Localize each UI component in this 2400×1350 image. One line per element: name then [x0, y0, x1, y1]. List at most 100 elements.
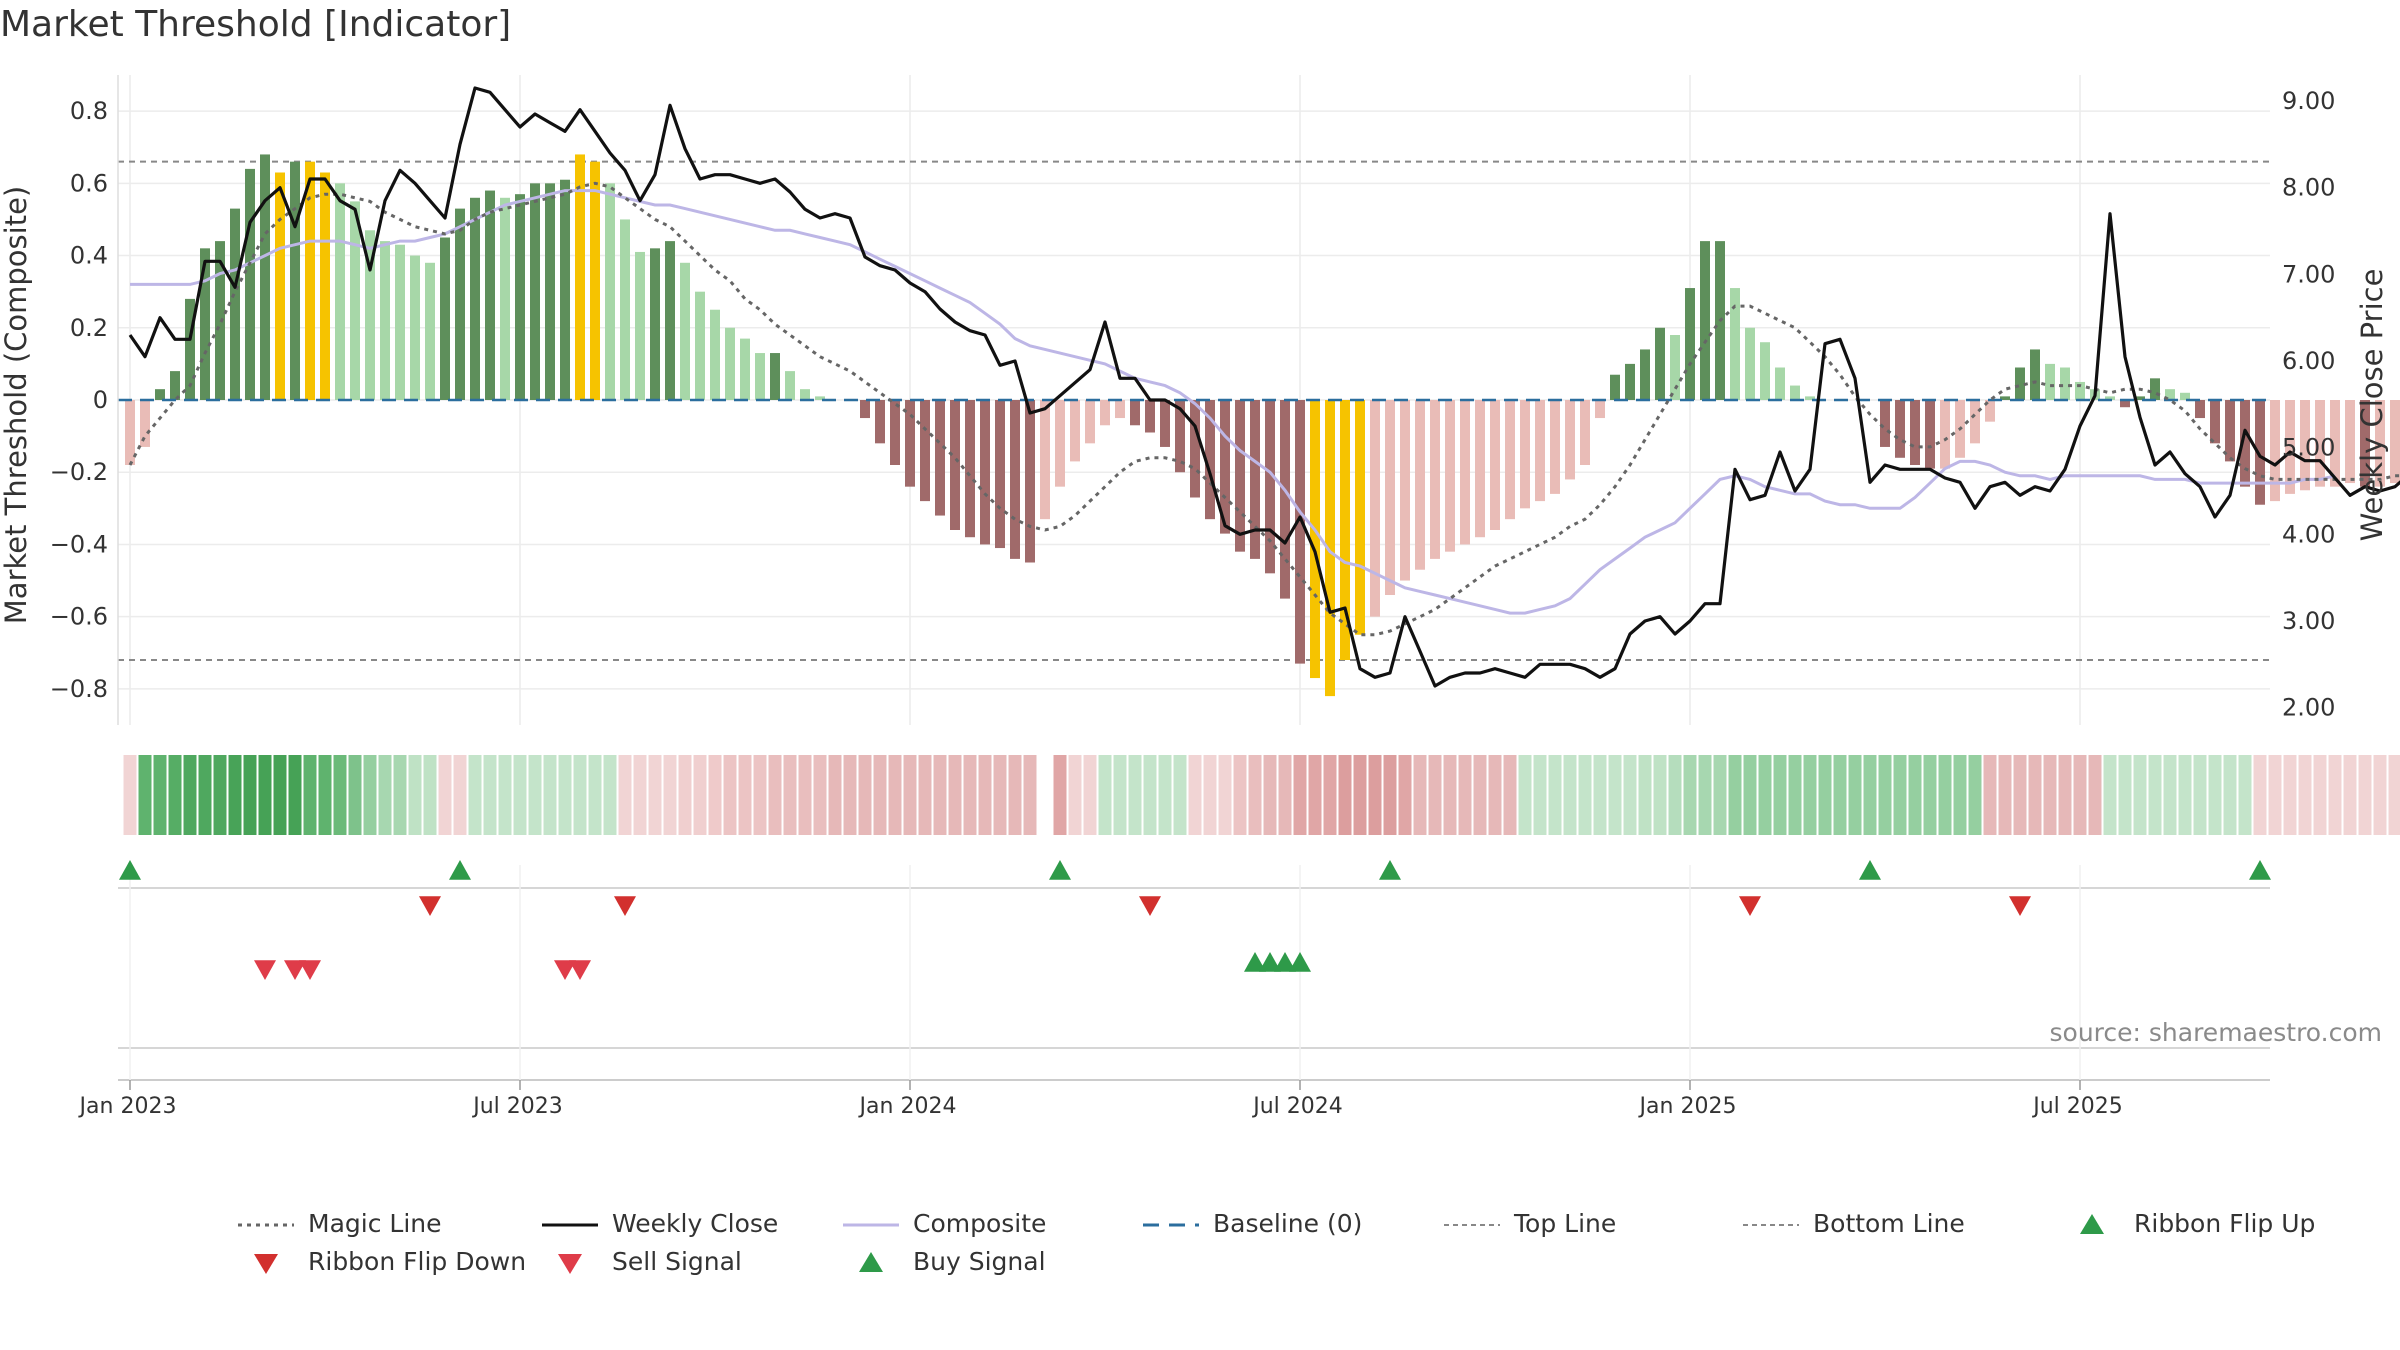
- ribbon-cell: [543, 755, 557, 835]
- composite-bar: [1655, 327, 1665, 400]
- ribbon-cell: [1548, 755, 1562, 835]
- ribbon-cell: [138, 755, 152, 835]
- ribbon-cell: [468, 755, 482, 835]
- ribbon-cell: [1473, 755, 1487, 835]
- ribbon-cell: [1533, 755, 1547, 835]
- composite-bar: [1430, 400, 1440, 559]
- composite-bar: [2120, 400, 2130, 408]
- ribbon-cell: [918, 755, 932, 835]
- series-lines: [118, 86, 2400, 688]
- composite-bar: [1010, 400, 1020, 559]
- ribbon-cell: [1188, 755, 1202, 835]
- ribbon-cell: [858, 755, 872, 835]
- composite-bar: [2315, 400, 2325, 487]
- ribbon-cell: [888, 755, 902, 835]
- composite-bar: [125, 400, 135, 465]
- ribbon-cell: [1908, 755, 1922, 835]
- composite-bars: [125, 154, 2400, 697]
- composite-bar: [2330, 400, 2340, 487]
- legend-label: Baseline (0): [1213, 1209, 1363, 1238]
- composite-bar: [1460, 400, 1470, 545]
- composite-bar: [665, 241, 675, 400]
- ribbon-cell: [1893, 755, 1907, 835]
- ribbon-cell: [678, 755, 692, 835]
- ribbon-cell: [1833, 755, 1847, 835]
- ribbon-cell: [1023, 755, 1037, 835]
- composite-bar: [890, 400, 900, 465]
- ribbon-flip-up-marker: [2249, 860, 2271, 880]
- composite-bar: [2075, 381, 2085, 400]
- ribbon-cell: [318, 755, 332, 835]
- ribbon-cell: [2103, 755, 2117, 835]
- composite-bar: [245, 168, 255, 400]
- composite-bar: [1190, 400, 1200, 498]
- composite-bar: [1160, 400, 1170, 447]
- composite-bar: [935, 400, 945, 516]
- composite-bar: [425, 262, 435, 400]
- ribbon-cell: [1128, 755, 1142, 835]
- composite-bar: [2270, 400, 2280, 502]
- ribbon-cell: [183, 755, 197, 835]
- sell-signal-marker: [284, 960, 306, 980]
- ribbon-cell: [1488, 755, 1502, 835]
- composite-bar: [2240, 400, 2250, 487]
- ribbon-cell: [1623, 755, 1637, 835]
- composite-bar: [410, 255, 420, 400]
- composite-bar: [650, 248, 660, 400]
- y2-axis-label: Weekly Close Price: [2355, 269, 2389, 542]
- composite-bar: [1025, 400, 1035, 563]
- ribbon-cell: [1053, 755, 1067, 835]
- legend-swatch: [1743, 1224, 1799, 1226]
- ribbon-cell: [2073, 755, 2087, 835]
- composite-bar: [1790, 385, 1800, 400]
- composite-bar: [1355, 400, 1365, 635]
- composite-bar: [1775, 367, 1785, 400]
- ribbon-cell: [1428, 755, 1442, 835]
- composite-bar: [2300, 400, 2310, 491]
- legend-label: Sell Signal: [612, 1247, 742, 1276]
- ribbon-cell: [1638, 755, 1652, 835]
- composite-bar: [800, 389, 810, 400]
- composite-bar: [1910, 400, 1920, 465]
- composite-bar: [2060, 367, 2070, 400]
- ribbon-cell: [753, 755, 767, 835]
- ribbon-cell: [2268, 755, 2282, 835]
- composite-bar: [860, 400, 870, 419]
- composite-bar: [170, 371, 180, 400]
- ribbon-cell: [2133, 755, 2147, 835]
- ribbon-cell: [843, 755, 857, 835]
- y-tick-label: 0.6: [70, 169, 108, 197]
- composite-bar: [980, 400, 990, 545]
- composite-bar: [1100, 400, 1110, 426]
- ribbon-cell: [2298, 755, 2312, 835]
- legend-swatch: [558, 1254, 582, 1274]
- y-tick-label: 0.2: [70, 314, 108, 342]
- ribbon-cell: [1563, 755, 1577, 835]
- ribbon-flip-down-marker: [614, 896, 636, 916]
- y2-tick-label: 6.00: [2282, 347, 2335, 375]
- signal-markers: [118, 860, 2271, 1080]
- ribbon-cell: [2088, 755, 2102, 835]
- ribbon-cell: [1653, 755, 1667, 835]
- y-tick-label: −0.2: [50, 458, 108, 486]
- composite-bar: [1055, 400, 1065, 487]
- ribbon-cell: [1728, 755, 1742, 835]
- axes: 0.8 0.6 0.4 0.2 0 −0.2 −0.4 −0.6 −0.8 9.00 8.00 7.0…: [50, 75, 2335, 1119]
- composite-bar: [1670, 335, 1680, 400]
- composite-bar: [1925, 400, 1935, 469]
- composite-bar: [335, 183, 345, 400]
- ribbon-cell: [1863, 755, 1877, 835]
- ribbon-cell: [1758, 755, 1772, 835]
- ribbon-cell: [723, 755, 737, 835]
- ribbon-flip-down-marker: [1739, 896, 1761, 916]
- ribbon-cell: [378, 755, 392, 835]
- ribbon-cell: [438, 755, 452, 835]
- ribbon-cell: [363, 755, 377, 835]
- ribbon-cell: [1248, 755, 1262, 835]
- y-tick-label: 0.4: [70, 242, 108, 270]
- ribbon-cell: [153, 755, 167, 835]
- ribbon-cell: [2388, 755, 2400, 835]
- ribbon-cell: [738, 755, 752, 835]
- composite-bar: [2000, 396, 2010, 400]
- ribbon-cell: [213, 755, 227, 835]
